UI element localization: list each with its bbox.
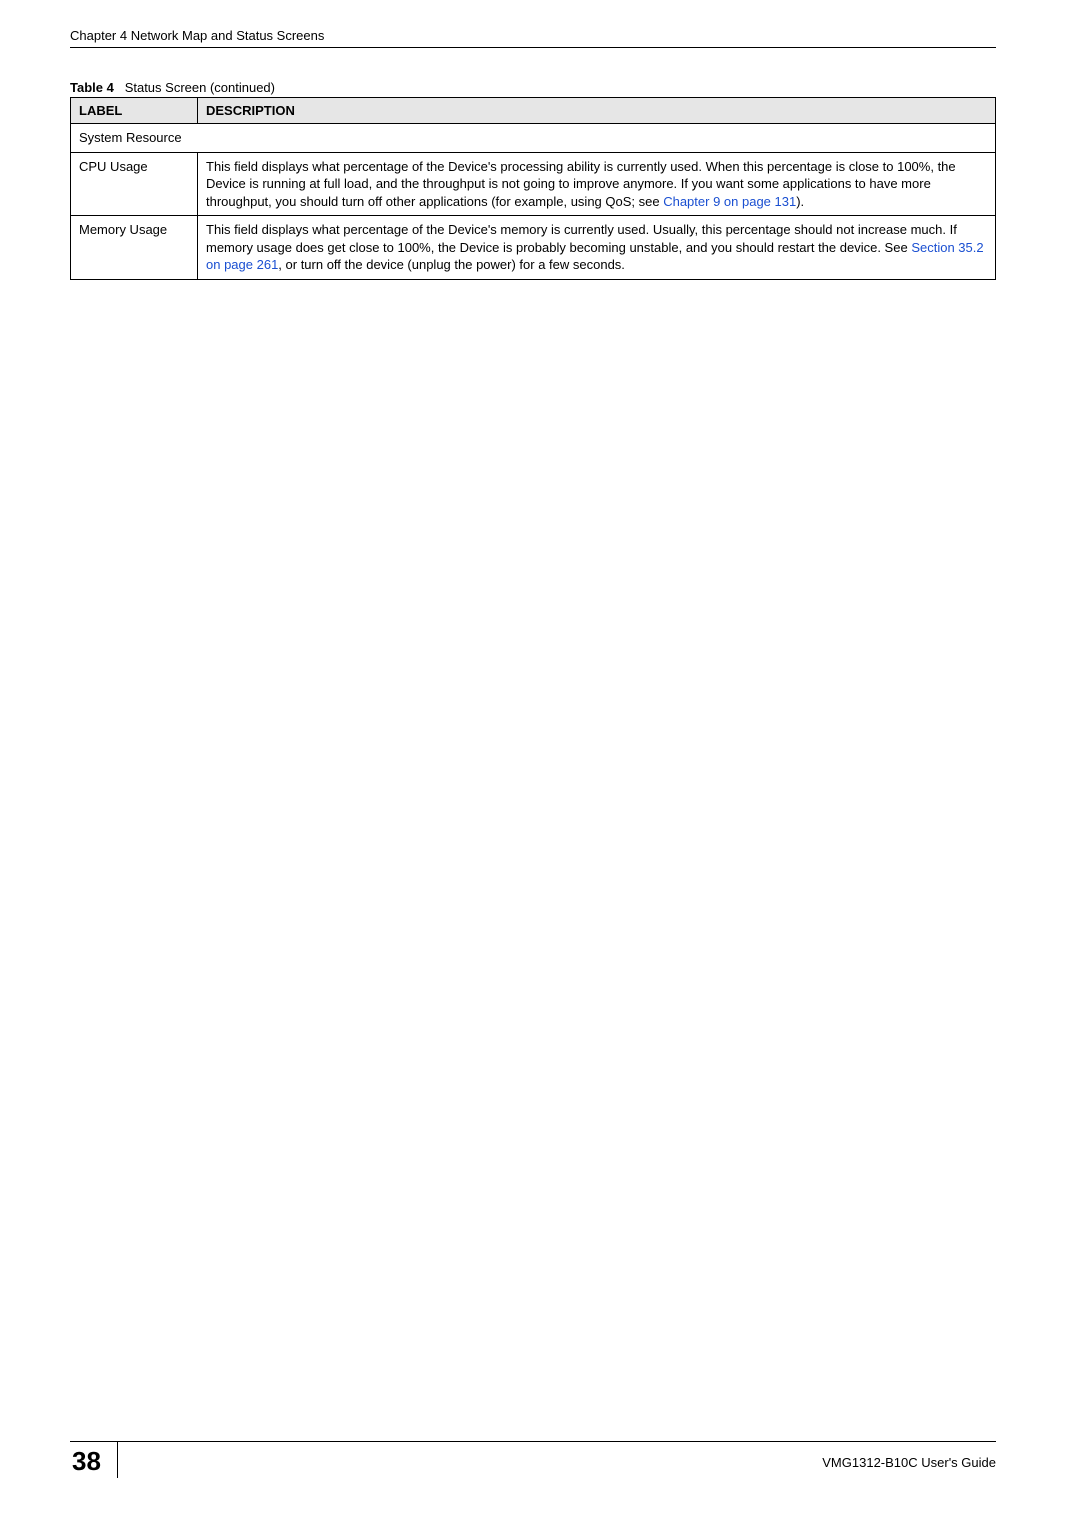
desc-text: This field displays what percentage of t… (206, 222, 957, 255)
table-caption: Table 4 Status Screen (continued) (70, 80, 996, 95)
footer-spacer (118, 1442, 822, 1478)
section-header-cell: System Resource (71, 124, 996, 153)
desc-text: , or turn off the device (unplug the pow… (278, 257, 625, 272)
table-row: Memory Usage This field displays what pe… (71, 216, 996, 280)
col-header-label: LABEL (71, 98, 198, 124)
guide-title: VMG1312-B10C User's Guide (822, 1451, 996, 1470)
row-description: This field displays what percentage of t… (198, 216, 996, 280)
table-row: System Resource (71, 124, 996, 153)
table-title: Status Screen (continued) (125, 80, 275, 95)
status-table: LABEL DESCRIPTION System Resource CPU Us… (70, 97, 996, 280)
cross-ref-link[interactable]: Chapter 9 on page 131 (663, 194, 796, 209)
chapter-title: Chapter 4 Network Map and Status Screens (70, 28, 324, 43)
page-number: 38 (70, 1442, 118, 1478)
desc-text: ). (796, 194, 804, 209)
table-row: CPU Usage This field displays what perce… (71, 152, 996, 216)
row-description: This field displays what percentage of t… (198, 152, 996, 216)
row-label: Memory Usage (71, 216, 198, 280)
page-footer: 38 VMG1312-B10C User's Guide (70, 1441, 996, 1478)
document-page: Chapter 4 Network Map and Status Screens… (0, 0, 1066, 1524)
row-label: CPU Usage (71, 152, 198, 216)
desc-text: This field displays what percentage of t… (206, 159, 956, 209)
table-header-row: LABEL DESCRIPTION (71, 98, 996, 124)
table-number: Table 4 (70, 80, 114, 95)
col-header-description: DESCRIPTION (198, 98, 996, 124)
page-header: Chapter 4 Network Map and Status Screens (70, 28, 996, 48)
